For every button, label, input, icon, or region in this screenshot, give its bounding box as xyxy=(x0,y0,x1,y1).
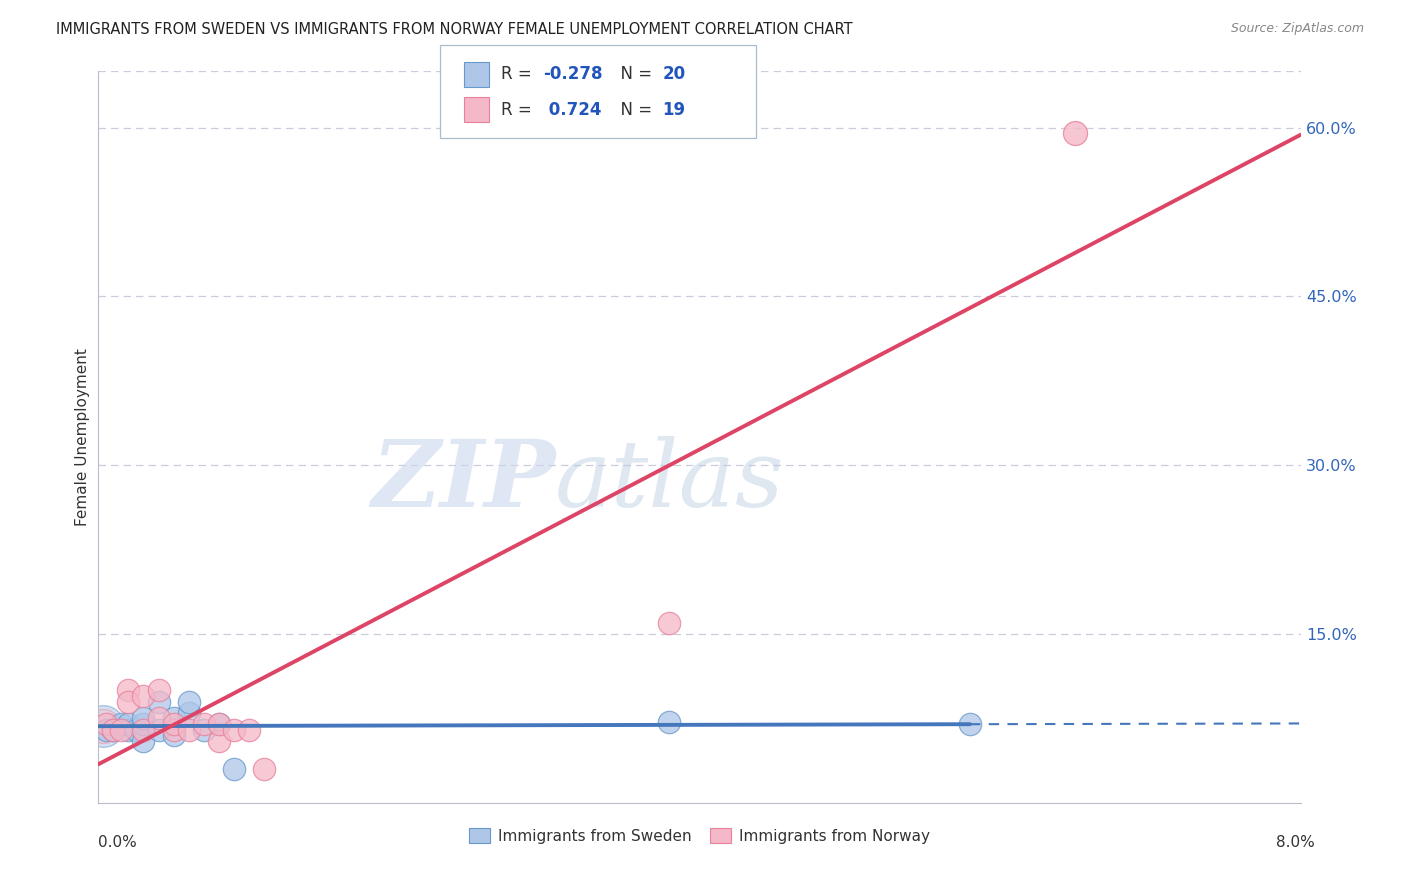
Text: N =: N = xyxy=(610,101,658,119)
Point xyxy=(117,683,139,698)
Point xyxy=(132,723,155,737)
Text: 20: 20 xyxy=(662,65,685,83)
Point xyxy=(222,762,245,776)
Point xyxy=(91,719,114,733)
Point xyxy=(132,689,155,703)
Text: 0.0%: 0.0% xyxy=(98,836,138,850)
Point xyxy=(148,711,170,725)
Point xyxy=(132,711,155,725)
Point xyxy=(103,723,125,737)
Text: Source: ZipAtlas.com: Source: ZipAtlas.com xyxy=(1230,22,1364,36)
Point xyxy=(177,723,200,737)
Legend: Immigrants from Sweden, Immigrants from Norway: Immigrants from Sweden, Immigrants from … xyxy=(463,822,936,850)
Point xyxy=(162,717,184,731)
Point xyxy=(117,717,139,731)
Point xyxy=(193,723,215,737)
Text: 19: 19 xyxy=(662,101,685,119)
Point xyxy=(103,723,125,737)
Point xyxy=(1064,126,1087,140)
Point xyxy=(162,723,184,737)
Point xyxy=(208,717,231,731)
Point xyxy=(253,762,276,776)
Point xyxy=(193,717,215,731)
Y-axis label: Female Unemployment: Female Unemployment xyxy=(75,348,90,526)
Point xyxy=(125,723,148,737)
Point xyxy=(110,723,132,737)
Point xyxy=(208,734,231,748)
Text: 0.724: 0.724 xyxy=(543,101,602,119)
Text: N =: N = xyxy=(610,65,658,83)
Point xyxy=(110,717,132,731)
Point xyxy=(177,706,200,720)
Point xyxy=(208,717,231,731)
Point xyxy=(91,719,114,733)
Text: ZIP: ZIP xyxy=(371,436,555,526)
Point xyxy=(162,711,184,725)
Point xyxy=(117,694,139,708)
Point xyxy=(94,717,117,731)
Point xyxy=(162,728,184,742)
Point xyxy=(959,717,981,731)
Point xyxy=(117,723,139,737)
Point xyxy=(132,717,155,731)
Text: atlas: atlas xyxy=(555,436,785,526)
Point xyxy=(177,694,200,708)
Point xyxy=(658,714,681,729)
Text: R =: R = xyxy=(501,65,537,83)
Text: -0.278: -0.278 xyxy=(543,65,602,83)
Point xyxy=(148,683,170,698)
Point xyxy=(132,734,155,748)
Point xyxy=(148,694,170,708)
Point xyxy=(148,723,170,737)
Point xyxy=(658,615,681,630)
Text: IMMIGRANTS FROM SWEDEN VS IMMIGRANTS FROM NORWAY FEMALE UNEMPLOYMENT CORRELATION: IMMIGRANTS FROM SWEDEN VS IMMIGRANTS FRO… xyxy=(56,22,853,37)
Point xyxy=(94,723,117,737)
Point xyxy=(222,723,245,737)
Point xyxy=(238,723,260,737)
Text: 8.0%: 8.0% xyxy=(1275,836,1315,850)
Text: R =: R = xyxy=(501,101,537,119)
